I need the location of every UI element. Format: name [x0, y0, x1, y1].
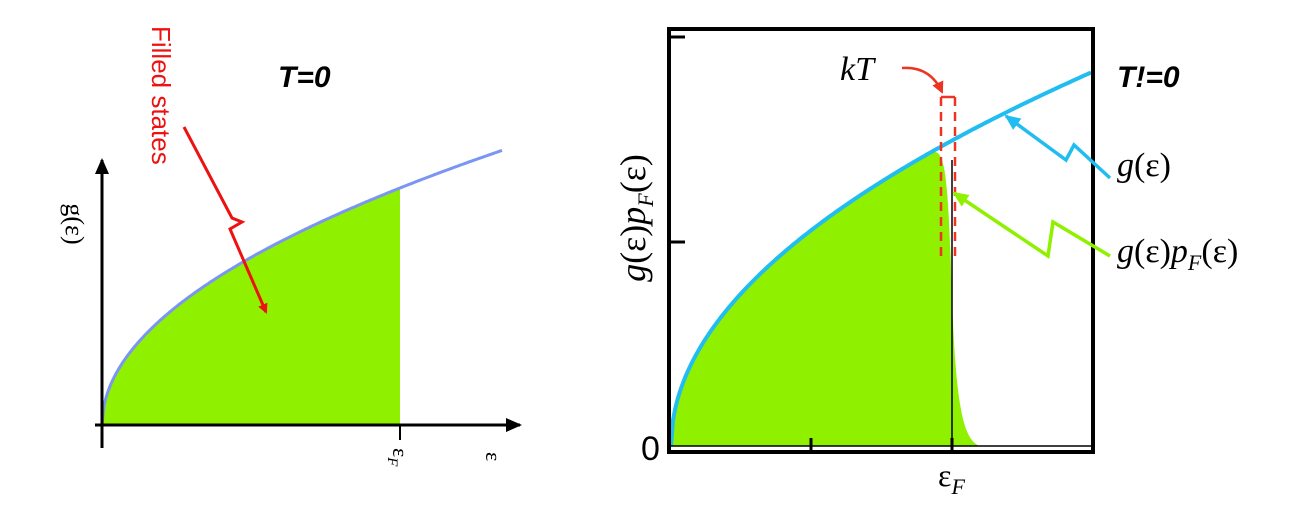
filled-states-arrow	[182, 126, 268, 314]
left-density-curve	[100, 148, 503, 426]
density-legend-arrow	[1004, 114, 1112, 180]
left-filled-area	[102, 188, 400, 425]
left-y-axis-label: g(ε)	[60, 203, 89, 244]
density-legend-label: g(ε)	[1117, 147, 1171, 184]
right-y-zero-label: 0	[641, 430, 660, 468]
left-epsilon-label: ε	[481, 452, 506, 461]
right-ef-label: εF	[938, 457, 965, 499]
product-legend-label: g(ε)pF(ε)	[1117, 233, 1238, 275]
right-title: T!=0	[1117, 61, 1180, 94]
right-density-curve	[669, 70, 1092, 447]
product-legend-arrow	[952, 191, 1111, 259]
left-ef-label: εF	[384, 448, 413, 467]
kT-label: kT	[840, 51, 876, 88]
left-title: T=0	[278, 61, 331, 94]
kT-arrow	[901, 66, 944, 94]
right-filled-area	[671, 151, 980, 447]
left-panel: T=0 g(ε) Filled states εF ε	[60, 26, 522, 467]
filled-states-label: Filled states	[146, 26, 176, 165]
right-y-axis-label: g(ε)pF(ε)	[613, 154, 658, 282]
right-panel: kT T!=0 0 g(ε)pF(ε) εF g(ε) g(ε)pF(ε)	[613, 27, 1238, 499]
